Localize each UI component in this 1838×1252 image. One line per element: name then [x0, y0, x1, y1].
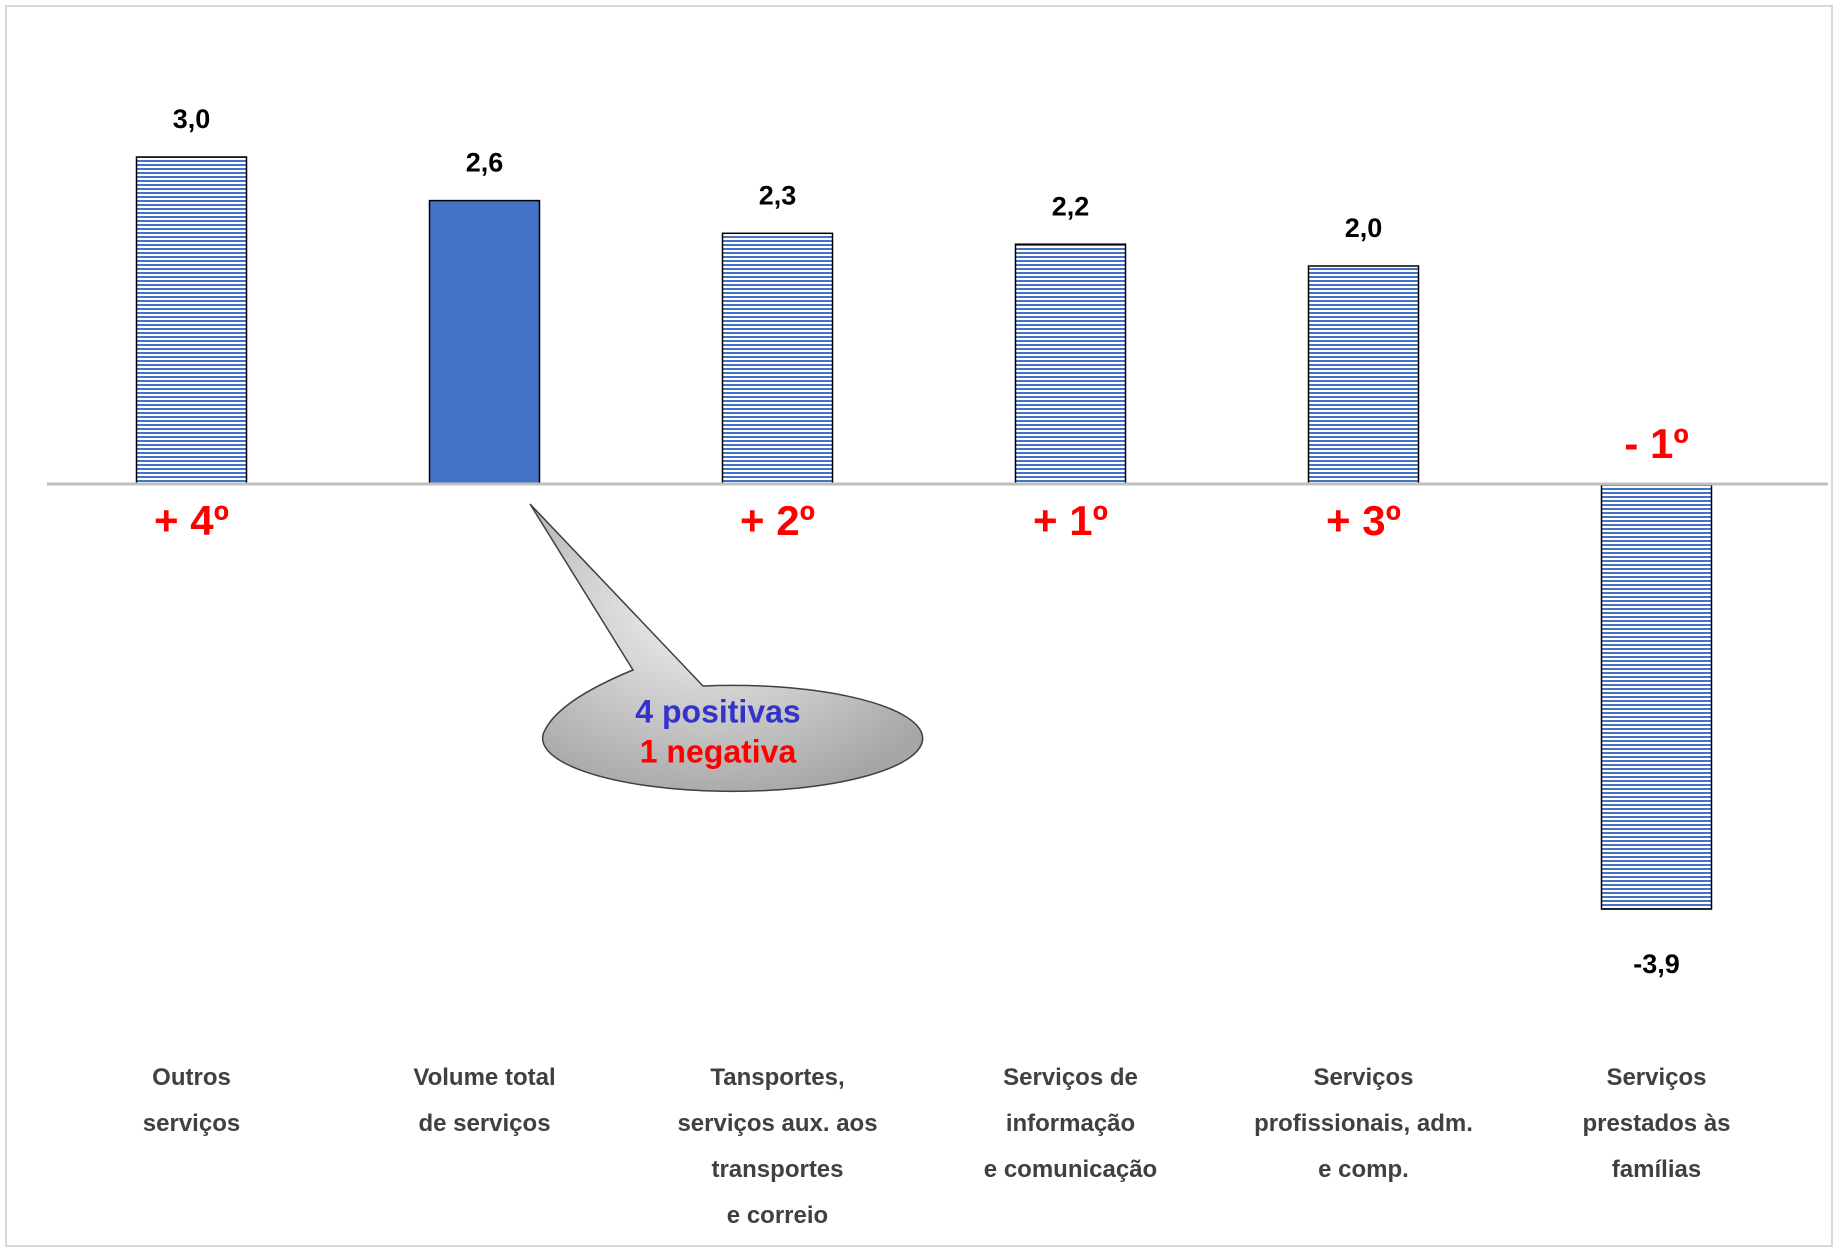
- x-tick-label-line: e comp.: [1318, 1156, 1409, 1183]
- x-tick-label: Serviços profissionais, adm. e comp.: [1254, 1064, 1473, 1183]
- x-tick-label-line: famílias: [1612, 1156, 1701, 1183]
- x-tick-label-line: e comunicação: [984, 1156, 1157, 1183]
- value-label: -3,9: [1633, 949, 1680, 979]
- x-tick-label: Volume total de serviços: [413, 1064, 555, 1137]
- x-tick-label: Outros serviços: [143, 1064, 240, 1137]
- x-tick-label-line: Tansportes,: [710, 1064, 844, 1091]
- value-label: 2,6: [466, 148, 504, 178]
- x-tick-label-line: prestados às: [1582, 1110, 1730, 1137]
- x-tick-label-line: serviços aux. aos: [677, 1110, 877, 1137]
- bar: [135, 156, 248, 485]
- x-tick-label: Tansportes, serviços aux. aos transportes e…: [677, 1064, 877, 1229]
- rank-label: + 4º: [154, 497, 229, 544]
- x-tick-label-line: serviços: [143, 1110, 240, 1137]
- callout: 4 positivas 1 negativa: [529, 503, 924, 793]
- callout-shape: [529, 503, 924, 793]
- bar: [428, 199, 541, 485]
- x-tick-label-line: Volume total: [413, 1064, 555, 1091]
- x-tick-label-line: informação: [1006, 1110, 1135, 1137]
- frame: [5, 5, 1833, 1247]
- x-tick-label-line: Serviços: [1606, 1064, 1706, 1091]
- callout-text: 1 negativa: [640, 733, 797, 769]
- x-tick-label-line: Serviços de: [1003, 1064, 1138, 1091]
- rank-label: - 1º: [1624, 420, 1688, 467]
- callout-text: 4 positivas: [635, 693, 800, 729]
- value-label: 2,3: [759, 180, 797, 210]
- x-tick-label-line: de serviços: [418, 1110, 550, 1137]
- rank-label: + 3º: [1326, 497, 1401, 544]
- x-tick-label-line: Outros: [152, 1064, 231, 1091]
- x-tick-label-line: e correio: [727, 1202, 828, 1229]
- x-tick-label-line: transportes: [711, 1156, 843, 1183]
- x-tick-label: Serviços prestados às famílias: [1582, 1064, 1730, 1183]
- rank-label: + 1º: [1033, 497, 1108, 544]
- x-tick-label-line: Serviços: [1313, 1064, 1413, 1091]
- bar: [1600, 483, 1713, 910]
- value-label: 2,0: [1345, 213, 1383, 243]
- x-tick-label-line: profissionais, adm.: [1254, 1110, 1473, 1137]
- x-tick-label: Serviços de informação e comunicação: [984, 1064, 1157, 1183]
- bar: [721, 232, 834, 485]
- rank-label: + 2º: [740, 497, 815, 544]
- value-label: 3,0: [173, 104, 211, 134]
- bar: [1014, 243, 1127, 485]
- value-label: 2,2: [1052, 191, 1090, 221]
- bar: [1307, 265, 1420, 485]
